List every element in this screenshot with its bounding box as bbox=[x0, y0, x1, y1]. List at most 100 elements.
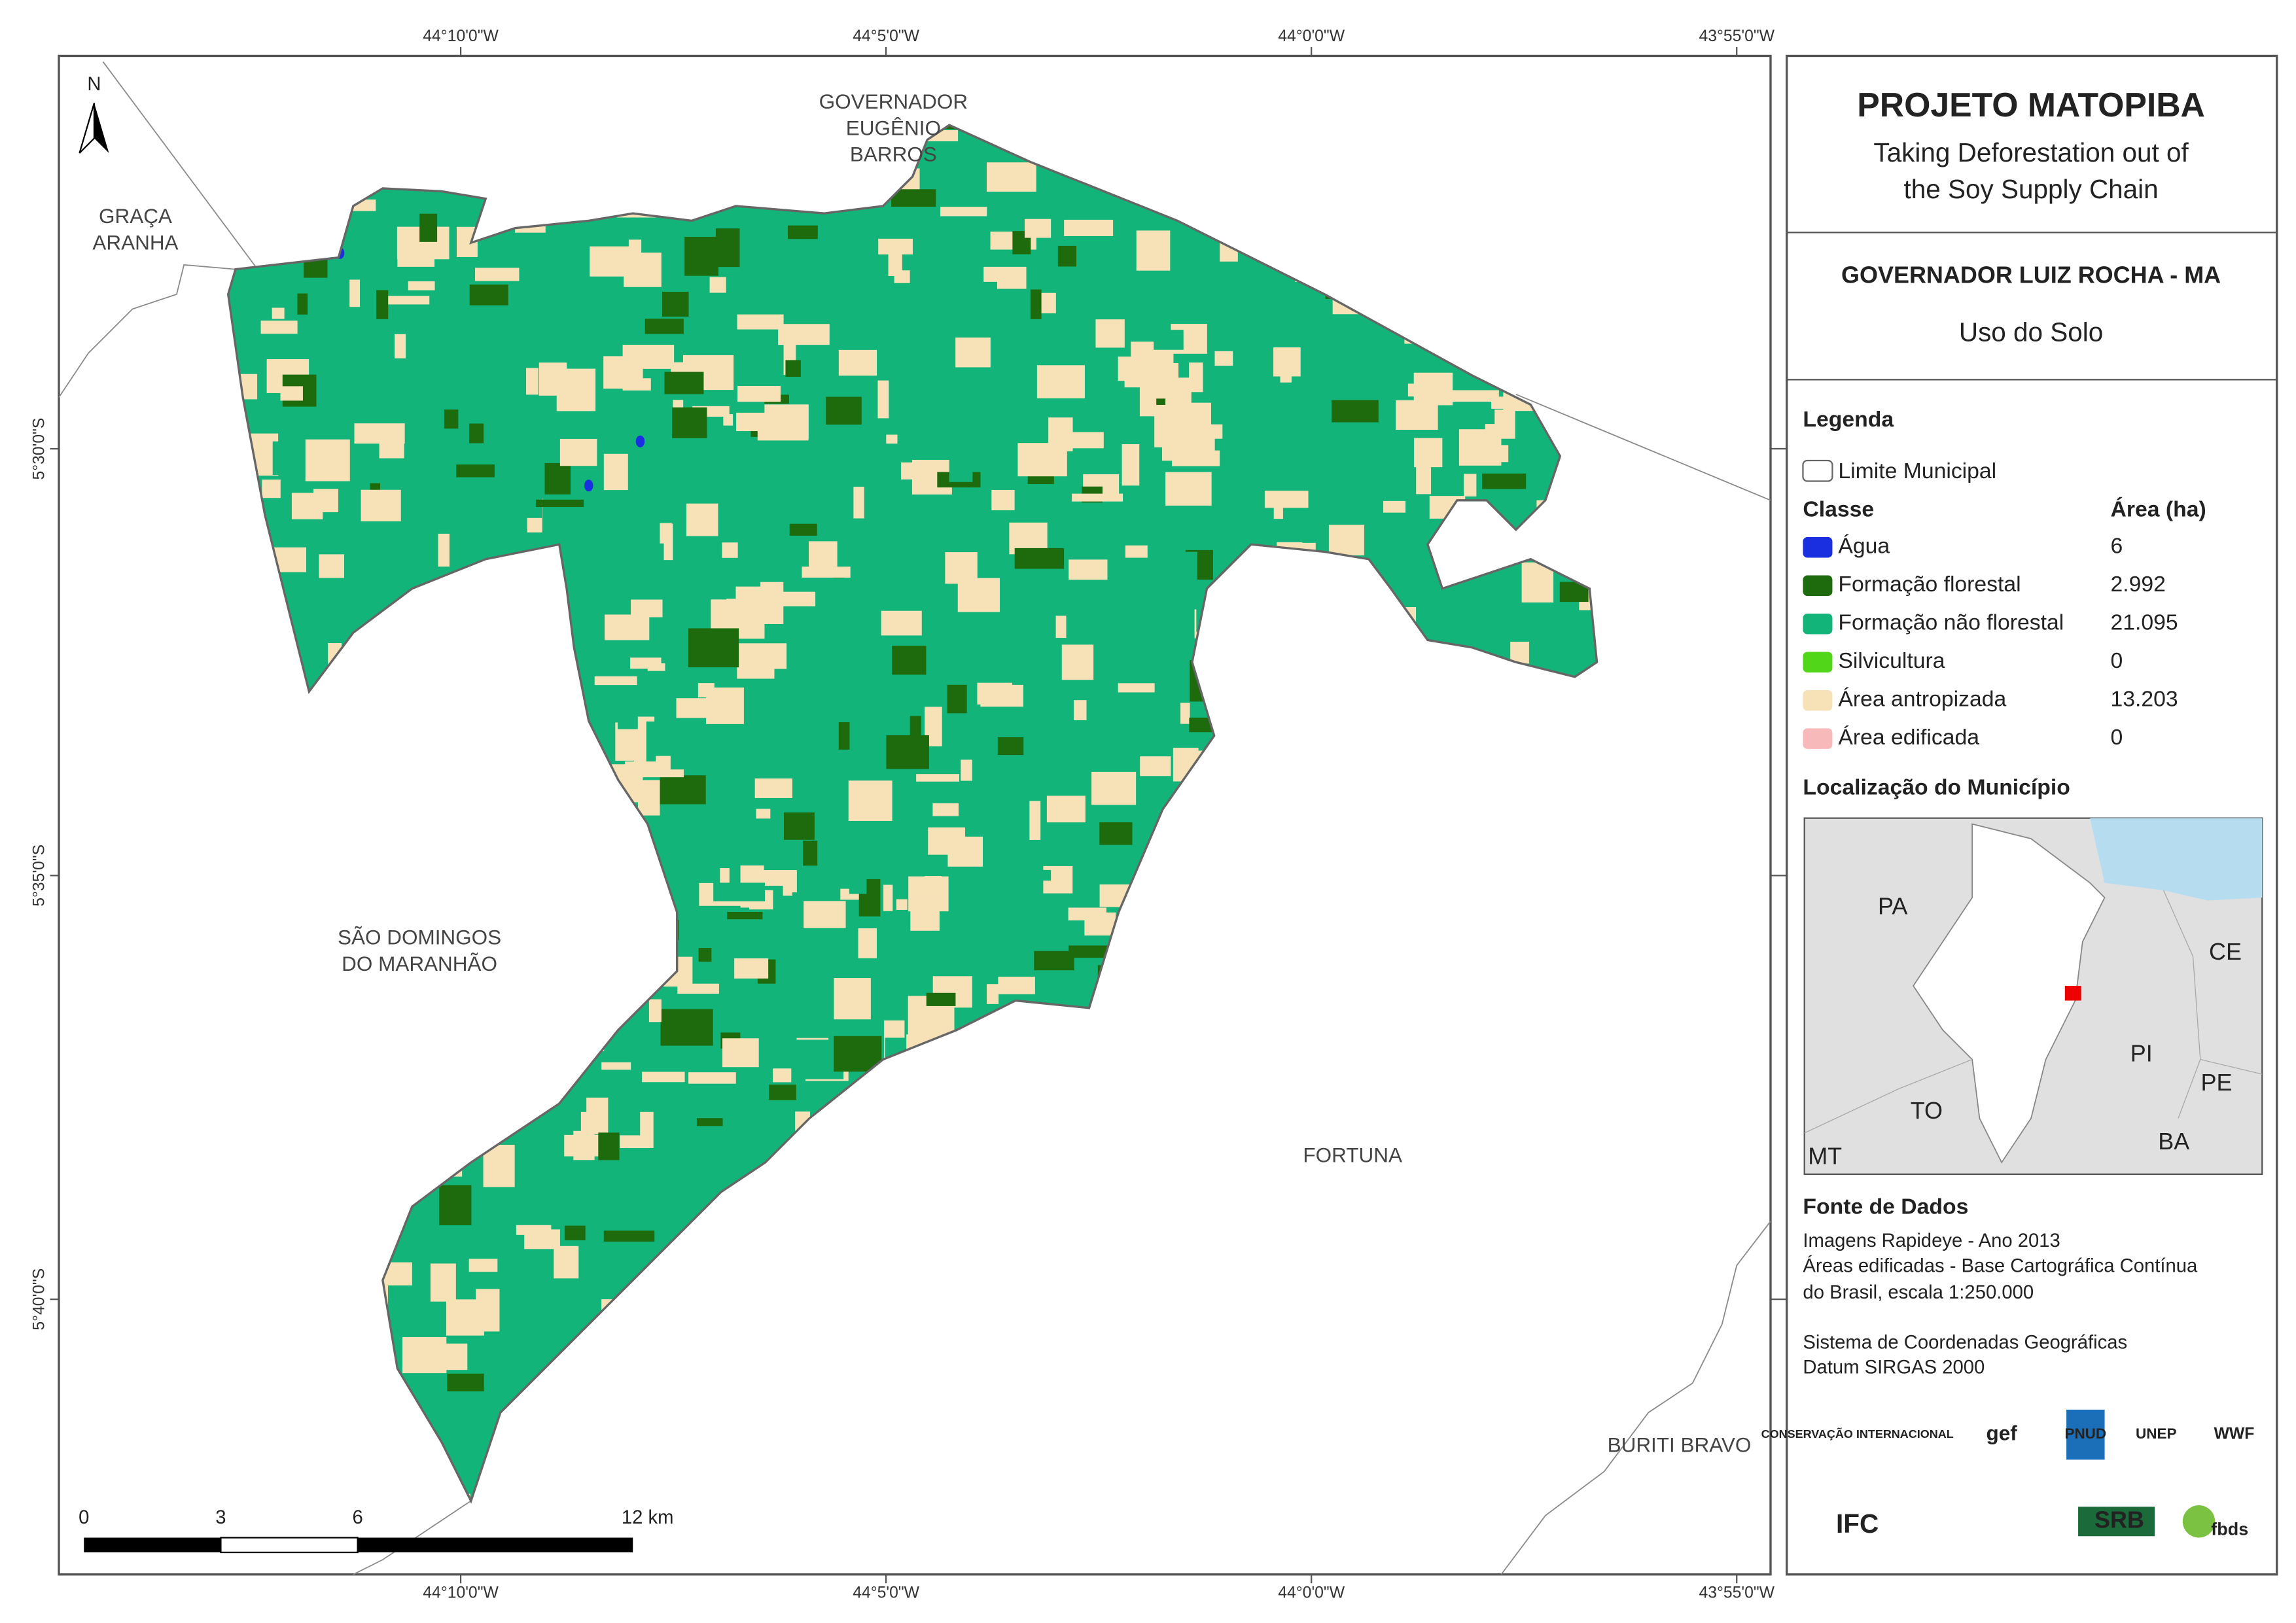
land-patch bbox=[1011, 869, 1051, 881]
water-patch bbox=[635, 435, 645, 447]
land-patch bbox=[395, 334, 406, 358]
land-patch bbox=[434, 1369, 448, 1396]
legend-heading: Legenda bbox=[1803, 407, 1894, 432]
land-patch bbox=[456, 464, 495, 478]
land-patch bbox=[1064, 219, 1114, 236]
land-patch bbox=[1057, 245, 1077, 267]
land-patch bbox=[688, 1072, 736, 1084]
land-patch bbox=[1118, 357, 1131, 381]
land-patch bbox=[1029, 347, 1073, 365]
land-patch bbox=[997, 737, 1024, 756]
land-patch bbox=[402, 1336, 447, 1374]
land-patch bbox=[469, 284, 508, 305]
land-patch bbox=[925, 875, 942, 898]
coord-top: 44°10'0"W bbox=[423, 27, 499, 45]
land-patch bbox=[379, 440, 404, 459]
land-patch bbox=[1074, 700, 1087, 720]
class-swatch bbox=[1803, 613, 1833, 635]
land-patch bbox=[642, 1072, 685, 1083]
north-label: N bbox=[87, 74, 101, 95]
land-patch bbox=[1214, 351, 1233, 366]
land-patch bbox=[677, 983, 719, 994]
land-patch bbox=[1462, 445, 1509, 462]
land-patch bbox=[516, 1225, 552, 1235]
land-patch bbox=[1095, 319, 1125, 348]
municipality-marker bbox=[2064, 986, 2081, 1001]
land-patch bbox=[978, 522, 998, 536]
inset-labels: PA CE PI TO PE BA MT bbox=[1808, 892, 2242, 1169]
land-patch bbox=[1046, 795, 1086, 823]
land-patch bbox=[305, 439, 350, 481]
boundary bbox=[353, 1500, 472, 1575]
land-patch bbox=[849, 858, 867, 894]
land-patch bbox=[439, 1185, 472, 1225]
land-patch bbox=[664, 372, 704, 394]
land-patch bbox=[378, 296, 430, 305]
land-patch bbox=[947, 684, 967, 714]
land-patch bbox=[663, 523, 673, 561]
land-patch bbox=[910, 716, 921, 742]
side-panel bbox=[1786, 54, 2278, 1576]
subtitle: the Soy Supply Chain bbox=[1903, 174, 2158, 204]
land-patch bbox=[662, 291, 689, 317]
land-patch bbox=[397, 237, 435, 267]
land-patch bbox=[834, 978, 871, 1020]
land-patch bbox=[916, 774, 959, 782]
land-patch bbox=[280, 386, 303, 401]
land-patch bbox=[737, 385, 781, 402]
land-patch bbox=[722, 542, 738, 558]
land-patch bbox=[272, 441, 304, 476]
land-patch bbox=[991, 489, 1015, 511]
class-area: 6 bbox=[2111, 534, 2123, 559]
land-patch bbox=[896, 899, 908, 910]
land-patch bbox=[926, 992, 956, 1006]
land-patch bbox=[1084, 912, 1116, 936]
coord-bottom: 44°0'0"W bbox=[1278, 1584, 1345, 1602]
place-label: EUGÊNIO bbox=[846, 116, 941, 139]
land-patch bbox=[1118, 683, 1155, 693]
boundary-label: Limite Municipal bbox=[1838, 459, 1996, 483]
land-patch bbox=[1069, 432, 1104, 449]
land-patch bbox=[769, 1084, 796, 1100]
land-patch bbox=[1091, 771, 1137, 805]
land-patch bbox=[660, 775, 706, 805]
land-patch bbox=[939, 411, 980, 442]
land-patch bbox=[961, 759, 972, 781]
land-patch bbox=[1154, 330, 1184, 350]
land-patch bbox=[475, 268, 520, 281]
logo: PNUD bbox=[2064, 1425, 2106, 1442]
land-patch bbox=[594, 676, 637, 686]
land-patch bbox=[503, 1253, 518, 1282]
boundary bbox=[1515, 393, 1771, 501]
land-patch bbox=[838, 722, 850, 750]
maranhao bbox=[1913, 823, 2106, 1164]
class-swatch bbox=[1803, 652, 1833, 672]
land-patch bbox=[722, 1038, 759, 1068]
land-patch bbox=[601, 1062, 631, 1070]
source-line: Imagens Rapideye - Ano 2013 bbox=[1803, 1230, 2060, 1251]
land-patch bbox=[1515, 458, 1527, 470]
north-arrow: N bbox=[79, 74, 109, 154]
land-patch bbox=[1014, 548, 1065, 569]
land-patch bbox=[802, 567, 851, 578]
sources-heading: Fonte de Dados bbox=[1803, 1195, 1968, 1219]
land-patch bbox=[617, 689, 638, 729]
land-patch bbox=[789, 523, 817, 536]
municipality: GOVERNADOR LUIZ ROCHA - MA bbox=[1841, 261, 2221, 288]
place-label: FORTUNA bbox=[1303, 1143, 1402, 1166]
land-patch bbox=[476, 1289, 500, 1332]
land-patch bbox=[622, 345, 675, 369]
scale-seg bbox=[357, 1537, 633, 1553]
state-label: PI bbox=[2130, 1039, 2153, 1066]
land-patch bbox=[1189, 362, 1203, 393]
class-name: Área antropizada bbox=[1838, 687, 2006, 712]
coord-bottom: 44°5'0"W bbox=[853, 1584, 919, 1602]
land-patch bbox=[376, 290, 389, 319]
class-area: 21.095 bbox=[2111, 610, 2178, 635]
state-lines bbox=[1804, 890, 2263, 1134]
source-lines: Imagens Rapideye - Ano 2013 Áreas edifica… bbox=[1803, 1230, 2198, 1378]
arrow-left bbox=[79, 103, 96, 154]
state-label: PA bbox=[1878, 892, 1907, 919]
arrow-right bbox=[94, 103, 109, 153]
land-patch bbox=[648, 999, 662, 1022]
